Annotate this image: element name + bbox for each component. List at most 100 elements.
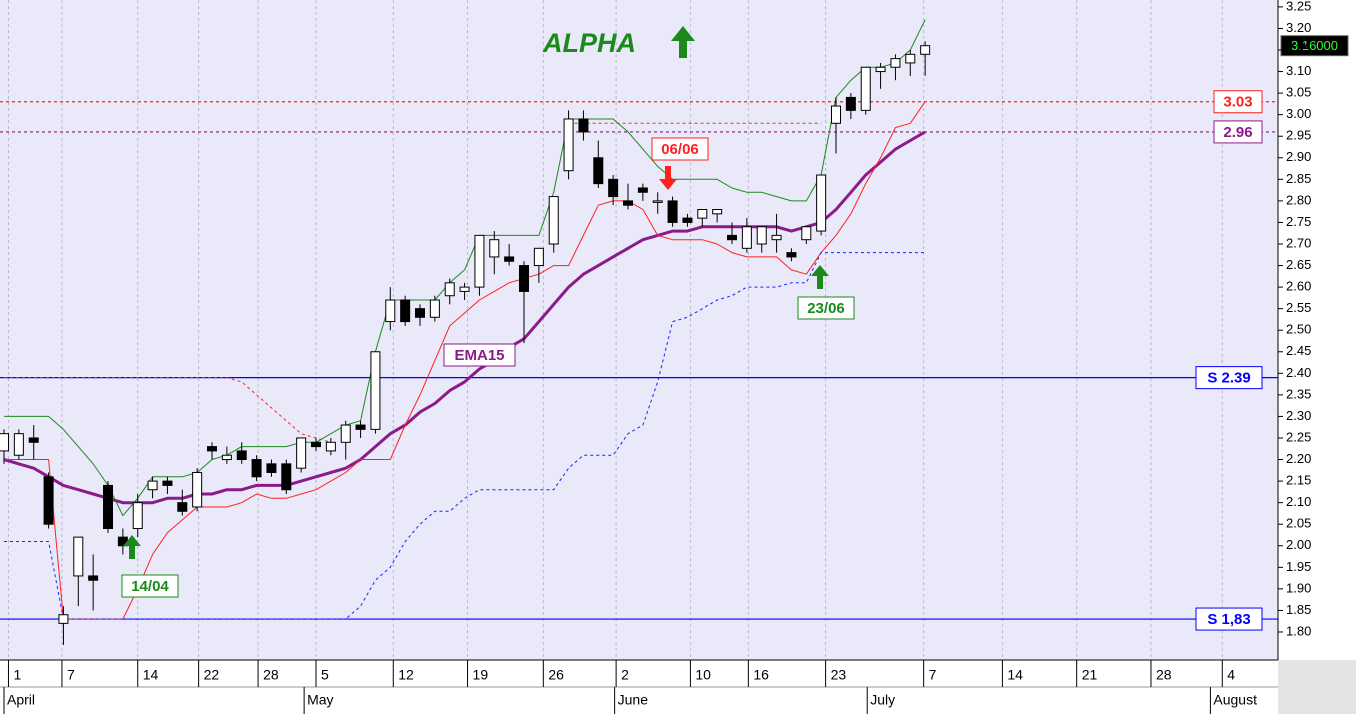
x-tick-label: 14 [1007, 667, 1023, 683]
y-tick-label: 1.80 [1286, 623, 1311, 638]
signal-arrow-stem [665, 166, 671, 180]
signal-label-box [121, 574, 179, 598]
candle-body [860, 66, 871, 111]
candle-body [311, 441, 322, 448]
candle-body [28, 437, 39, 443]
candle-body [489, 239, 500, 258]
candle-body [548, 196, 559, 245]
level-label-box [1195, 366, 1263, 390]
y-tick-label: 3.25 [1286, 0, 1311, 13]
candle-body [296, 437, 307, 469]
candle-body [132, 502, 143, 530]
x-tick-label: 28 [1156, 667, 1172, 683]
arrow-stem [679, 40, 687, 58]
indicator-line [4, 122, 822, 443]
y-tick-label: 2.55 [1286, 300, 1311, 315]
candle-body [667, 200, 678, 223]
y-tick-label: 2.05 [1286, 516, 1311, 531]
candle-body [741, 226, 752, 249]
x-tick-label: 1 [13, 667, 21, 683]
y-tick-label: 3.20 [1286, 20, 1311, 35]
candle-body [801, 226, 812, 241]
chart-title: ALPHA [542, 28, 636, 58]
signal-label: 14/04 [131, 578, 169, 595]
annotation-layer: 3.03 2.96 S 2.39 S 1,83 EMA15 14/04 06/06 23/06… [121, 35, 1349, 631]
y-tick-label: 2.65 [1286, 257, 1311, 272]
level-label: 2.96 [1223, 124, 1252, 141]
month-label: April [7, 692, 35, 708]
candles-layer [0, 41, 931, 645]
candle-body [281, 463, 292, 491]
axes-layer: 1.80 1.85 1.90 1.95 2.00 2.05 2.10 2.15 2.20 2.25… [0, 0, 1311, 714]
y-tick-label: 1.85 [1286, 602, 1311, 617]
candle-body [325, 441, 336, 452]
x-tick-label: 28 [263, 667, 279, 683]
candle-body [875, 66, 886, 73]
y-tick-label: 2.85 [1286, 171, 1311, 186]
candle-body [400, 299, 411, 323]
candle-body [697, 209, 708, 219]
x-tick-label: 12 [398, 667, 414, 683]
y-tick-label: 1.90 [1286, 580, 1311, 595]
x-tick-label: 10 [695, 667, 711, 683]
plot-background [0, 0, 1278, 660]
candle-body [608, 178, 619, 198]
x-tick-label: 7 [929, 667, 937, 683]
candle-body [103, 484, 114, 530]
x-tick-label: 2 [621, 667, 629, 683]
candle-body [236, 450, 247, 461]
level-label: S 2.39 [1207, 370, 1250, 387]
signal-label-box [797, 296, 855, 320]
candle-body [88, 575, 99, 581]
candle-body [444, 282, 455, 297]
x-tick-label: 7 [67, 667, 75, 683]
candle-body [682, 217, 693, 223]
y-tick-label: 2.40 [1286, 365, 1311, 380]
signal-arrow-head [123, 535, 141, 546]
level-label-box [1195, 607, 1263, 631]
candle-body [890, 58, 901, 68]
x-tick-label: 26 [548, 667, 564, 683]
candle-body [0, 433, 10, 452]
candle-body [652, 200, 663, 203]
x-tick-label: 19 [473, 667, 489, 683]
series-label-box [443, 343, 516, 367]
x-tick-label: 22 [204, 667, 220, 683]
candle-body [533, 247, 544, 267]
candle-body [771, 234, 782, 241]
y-tick-label: 3.10 [1286, 63, 1311, 78]
y-tick-label: 3.00 [1286, 106, 1311, 121]
level-label: S 1,83 [1207, 611, 1250, 628]
candle-body [845, 96, 856, 111]
y-tick-label: 2.10 [1286, 494, 1311, 509]
candle-body [920, 45, 931, 55]
candle-body [637, 187, 648, 193]
level-label-box [1213, 90, 1263, 114]
candle-body [13, 433, 24, 456]
x-tick-label: 4 [1227, 667, 1235, 683]
lines-layer [3, 19, 926, 620]
level-label: 3.03 [1223, 94, 1252, 111]
y-tick-label: 2.50 [1286, 322, 1311, 337]
y-tick-label: 2.45 [1286, 343, 1311, 358]
axis-background [1278, 0, 1356, 660]
y-tick-label: 1.95 [1286, 559, 1311, 574]
candle-body [905, 53, 916, 64]
y-tick-label: 2.30 [1286, 408, 1311, 423]
candle-body [831, 105, 842, 124]
month-label: July [870, 692, 895, 708]
month-label: May [307, 692, 333, 708]
signal-label: 23/06 [807, 300, 845, 317]
last-price-tag [1280, 35, 1349, 57]
signal-arrow-stem [129, 545, 135, 559]
candle-body [266, 463, 277, 473]
y-tick-label: 3.15 [1286, 41, 1311, 56]
candle-body [73, 536, 84, 577]
candle-body [147, 480, 158, 491]
signal-label-box [651, 137, 709, 161]
x-tick-label: 23 [831, 667, 847, 683]
candle-body [459, 286, 470, 292]
candle-body [415, 308, 426, 318]
candle-body [385, 299, 396, 323]
